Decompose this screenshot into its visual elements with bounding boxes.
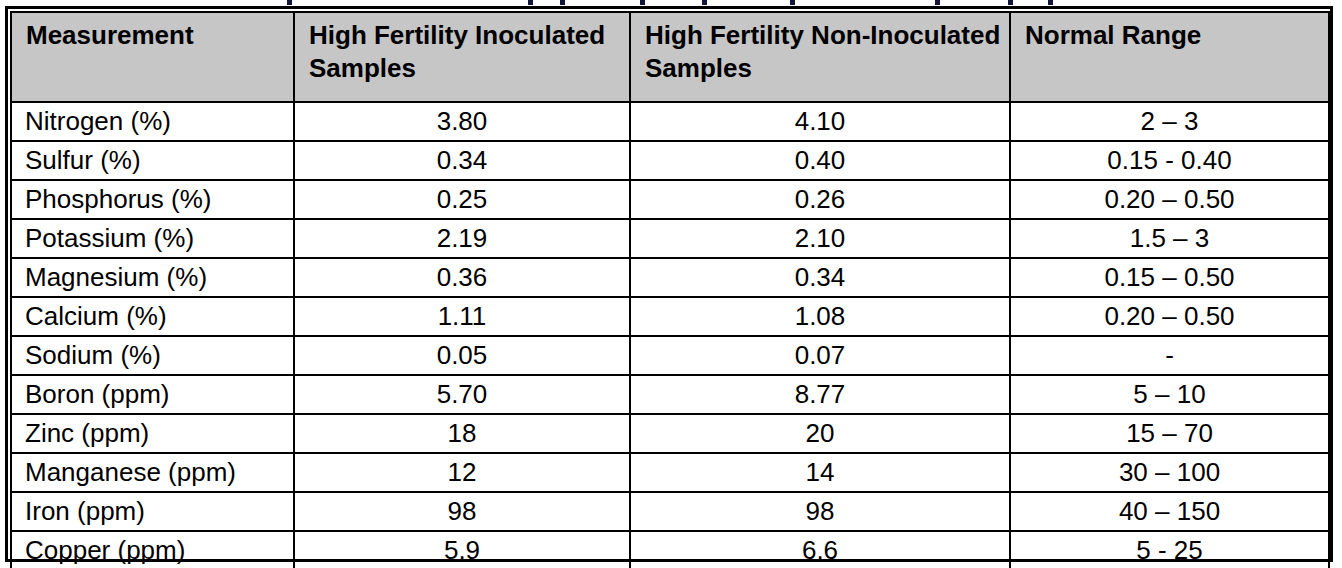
text-fragment xyxy=(702,0,707,5)
cell-non-inoculated: 0.34 xyxy=(630,258,1010,297)
cell-non-inoculated: 0.40 xyxy=(630,141,1010,180)
cell-normal-range: 0.15 – 0.50 xyxy=(1010,258,1329,297)
cell-inoculated: 0.36 xyxy=(294,258,630,297)
table-row: Nitrogen (%)3.804.102 – 3 xyxy=(11,102,1329,141)
cell-measurement: Potassium (%) xyxy=(11,219,294,258)
cell-non-inoculated: 1.08 xyxy=(630,297,1010,336)
column-header-inoculated: High Fertility Inoculated Samples xyxy=(294,12,630,102)
cell-normal-range: 5 - 25 xyxy=(1010,531,1329,568)
cell-measurement: Nitrogen (%) xyxy=(11,102,294,141)
document-page: Measurement High Fertility Inoculated Sa… xyxy=(0,0,1342,568)
cell-inoculated: 5.9 xyxy=(294,531,630,568)
cell-normal-range: 0.20 – 0.50 xyxy=(1010,297,1329,336)
table-row: Copper (ppm)5.96.65 - 25 xyxy=(11,531,1329,568)
cell-inoculated: 98 xyxy=(294,492,630,531)
cell-measurement: Sulfur (%) xyxy=(11,141,294,180)
tissue-analysis-table: Measurement High Fertility Inoculated Sa… xyxy=(10,11,1330,568)
cell-inoculated: 0.05 xyxy=(294,336,630,375)
column-header-normal-range: Normal Range xyxy=(1010,12,1329,102)
cell-inoculated: 0.34 xyxy=(294,141,630,180)
table-row: Iron (ppm)989840 – 150 xyxy=(11,492,1329,531)
table-body: Nitrogen (%)3.804.102 – 3Sulfur (%)0.340… xyxy=(11,102,1329,568)
cell-inoculated: 12 xyxy=(294,453,630,492)
cell-inoculated: 2.19 xyxy=(294,219,630,258)
cell-non-inoculated: 20 xyxy=(630,414,1010,453)
cell-normal-range: 15 – 70 xyxy=(1010,414,1329,453)
table-row: Magnesium (%)0.360.340.15 – 0.50 xyxy=(11,258,1329,297)
table-row: Boron (ppm)5.708.775 – 10 xyxy=(11,375,1329,414)
text-fragment xyxy=(935,0,940,5)
table-row: Potassium (%)2.192.101.5 – 3 xyxy=(11,219,1329,258)
cell-normal-range: 2 – 3 xyxy=(1010,102,1329,141)
cell-normal-range: 1.5 – 3 xyxy=(1010,219,1329,258)
cell-non-inoculated: 14 xyxy=(630,453,1010,492)
table-row: Manganese (ppm)121430 – 100 xyxy=(11,453,1329,492)
cell-normal-range: 40 – 150 xyxy=(1010,492,1329,531)
text-fragment xyxy=(287,0,292,5)
cell-inoculated: 5.70 xyxy=(294,375,630,414)
cell-normal-range: 0.15 - 0.40 xyxy=(1010,141,1329,180)
table-row: Calcium (%)1.111.080.20 – 0.50 xyxy=(11,297,1329,336)
header-row: Measurement High Fertility Inoculated Sa… xyxy=(11,12,1329,102)
cell-non-inoculated: 0.26 xyxy=(630,180,1010,219)
cell-measurement: Boron (ppm) xyxy=(11,375,294,414)
table-row: Phosphorus (%)0.250.260.20 – 0.50 xyxy=(11,180,1329,219)
cell-inoculated: 18 xyxy=(294,414,630,453)
text-fragment xyxy=(1008,0,1013,5)
cell-measurement: Phosphorus (%) xyxy=(11,180,294,219)
cell-inoculated: 1.11 xyxy=(294,297,630,336)
cell-inoculated: 0.25 xyxy=(294,180,630,219)
cell-measurement: Calcium (%) xyxy=(11,297,294,336)
table-row: Zinc (ppm)182015 – 70 xyxy=(11,414,1329,453)
cell-non-inoculated: 4.10 xyxy=(630,102,1010,141)
cell-measurement: Copper (ppm) xyxy=(11,531,294,568)
cell-measurement: Zinc (ppm) xyxy=(11,414,294,453)
column-header-measurement: Measurement xyxy=(11,12,294,102)
text-fragment xyxy=(528,0,533,5)
text-fragment xyxy=(1048,0,1053,5)
cell-measurement: Iron (ppm) xyxy=(11,492,294,531)
cell-non-inoculated: 8.77 xyxy=(630,375,1010,414)
cell-inoculated: 3.80 xyxy=(294,102,630,141)
cell-normal-range: 30 – 100 xyxy=(1010,453,1329,492)
cell-measurement: Sodium (%) xyxy=(11,336,294,375)
cell-non-inoculated: 0.07 xyxy=(630,336,1010,375)
text-fragment xyxy=(560,0,565,5)
cell-non-inoculated: 98 xyxy=(630,492,1010,531)
cell-normal-range: - xyxy=(1010,336,1329,375)
cell-normal-range: 5 – 10 xyxy=(1010,375,1329,414)
cell-measurement: Magnesium (%) xyxy=(11,258,294,297)
cell-non-inoculated: 6.6 xyxy=(630,531,1010,568)
cell-measurement: Manganese (ppm) xyxy=(11,453,294,492)
column-header-non-inoculated: High Fertility Non-Inoculated Samples xyxy=(630,12,1010,102)
cell-normal-range: 0.20 – 0.50 xyxy=(1010,180,1329,219)
table-row: Sulfur (%)0.340.400.15 - 0.40 xyxy=(11,141,1329,180)
table-row: Sodium (%)0.050.07- xyxy=(11,336,1329,375)
cell-non-inoculated: 2.10 xyxy=(630,219,1010,258)
tissue-analysis-table-frame: Measurement High Fertility Inoculated Sa… xyxy=(5,6,1333,562)
text-fragment xyxy=(790,0,795,5)
text-fragment xyxy=(640,0,645,5)
